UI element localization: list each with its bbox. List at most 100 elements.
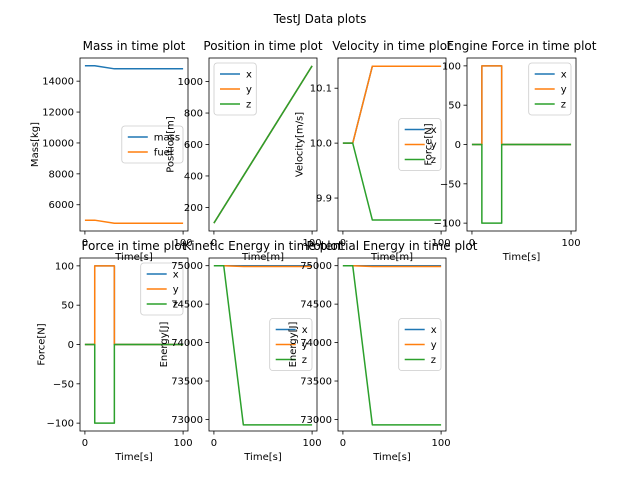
axes-title: Position in time plot [203,39,323,53]
y-tick-label: 12000 [42,108,74,119]
x-axis-label: Time[m] [370,252,413,263]
series-line-z [471,143,572,224]
legend-label: z [431,155,436,166]
y-tick-label: 14000 [42,77,74,88]
series-line-z [213,65,313,224]
subplot-4: Engine Force in time plot 0 100 −100 −50 0 50 1… [423,39,596,263]
x-axis-label: Time[s] [114,252,153,263]
legend-label: y [246,85,252,96]
legend-label: y [431,340,437,351]
x-tick-label: 0 [340,238,346,249]
y-tick-label: 10.0 [310,139,332,150]
subplot-1: Mass in time plot 0 100 6000 8000 10000 12000 1… [30,39,193,263]
x-tick-label: 100 [432,238,451,249]
x-tick-label: 0 [469,238,475,249]
y-tick-label: 50 [448,101,461,112]
axes-frame [337,57,447,232]
series-line-fuel [84,219,184,225]
y-tick-label: 73500 [171,377,203,388]
x-tick-label: 0 [340,438,346,449]
axes-title: Velocity in time plot [332,39,452,53]
x-axis-label: Time[m] [241,252,284,263]
legend-label: z [302,355,307,366]
x-tick-label: 100 [432,438,451,449]
y-tick-label: 100 [55,261,74,272]
x-axis-label: Time[s] [502,252,541,263]
axes-frame [79,57,189,232]
legend-box [121,125,184,164]
y-tick-label: 1000 [178,77,203,88]
axes-frame [208,257,318,432]
legend-label: x [561,70,567,81]
legend-label: y [561,85,567,96]
legend-label: x [431,325,437,336]
axes-title: Engine Force in time plot [447,39,597,53]
legend: xyz [213,62,257,116]
y-tick-label: 400 [184,171,203,182]
legend-label: y [302,340,308,351]
subplot-2: Position in time plot 0 100 200 400 600 800 100… [165,39,323,263]
subplot-3: Velocity in time plot 0 100 9.9 10.0 10.1 Time… [294,39,452,263]
x-tick-label: 0 [82,238,88,249]
y-tick-label: 6000 [49,200,74,211]
y-tick-label: 73000 [300,415,332,426]
y-tick-label: 200 [184,203,203,214]
legend: xyz [398,318,442,371]
y-tick-label: 8000 [49,169,74,180]
y-tick-label: 74000 [171,338,203,349]
y-axis-label: Force[N] [423,123,434,165]
series-line-z [342,142,442,221]
legend: mass fuel [121,125,184,164]
legend-label: z [173,300,178,311]
figure-suptitle: TestJ Data plots [273,12,367,26]
x-tick-label: 100 [174,238,193,249]
y-tick-label: −100 [47,419,74,430]
legend: xyz [398,118,442,171]
y-tick-label: −50 [53,379,74,390]
x-tick-label: 100 [174,438,193,449]
y-tick-label: −100 [434,219,461,230]
legend-label: x [173,270,179,281]
x-axis-label: Time[s] [114,452,153,463]
series-line-z [342,264,442,426]
y-tick-label: 10.1 [310,84,332,95]
axes-frame [337,257,447,432]
x-axis-label: Time[s] [372,452,411,463]
legend-label: x [431,125,437,136]
legend-label: y [431,140,437,151]
legend-label: mass [154,133,180,144]
y-tick-label: 74500 [171,300,203,311]
x-tick-label: 100 [303,238,322,249]
legend-label: x [302,325,308,336]
y-tick-label: 10000 [42,138,74,149]
legend-label: x [246,70,252,81]
y-tick-label: 50 [61,301,74,312]
legend-label: y [173,285,179,296]
series-line-mass [84,64,184,70]
x-tick-label: 0 [211,438,217,449]
y-tick-label: 100 [442,61,461,72]
y-tick-label: 800 [184,109,203,120]
legend: xyz [140,262,184,316]
axes-title: Kinetic Energy in time plot [183,239,342,253]
y-axis-label: Mass[kg] [30,122,41,167]
y-tick-label: 0 [455,140,461,151]
series-line-z [84,343,184,424]
y-tick-label: 73500 [300,377,332,388]
series-line-y [213,264,313,268]
y-tick-label: 9.9 [316,194,332,205]
y-tick-label: 75000 [300,261,332,272]
legend-label: z [246,100,251,111]
y-tick-label: −50 [440,179,461,190]
legend: xyz [528,62,572,116]
y-tick-label: 74500 [300,300,332,311]
legend-label: fuel [154,148,173,159]
y-axis-label: Energy[J] [159,322,170,368]
x-tick-label: 0 [82,438,88,449]
series-line-y [342,264,442,268]
